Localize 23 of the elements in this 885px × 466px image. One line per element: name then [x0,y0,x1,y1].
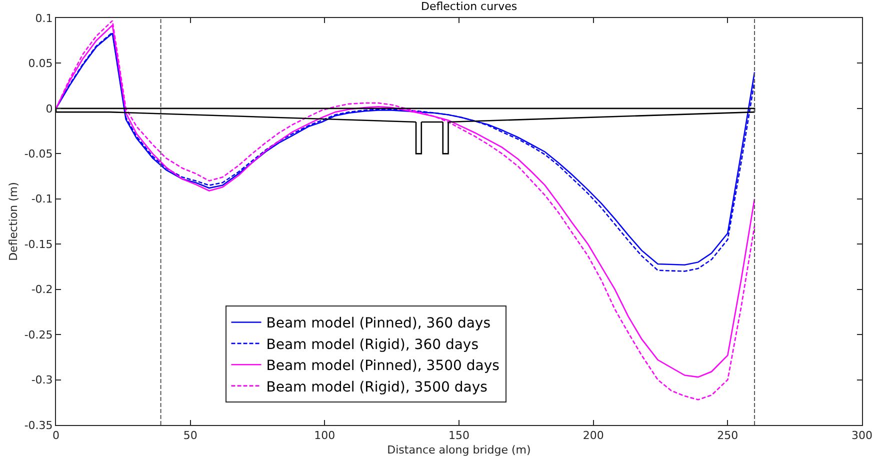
y-tick-label: -0.25 [24,328,53,342]
y-tick-label: -0.1 [31,192,53,206]
x-axis-title: Distance along bridge (m) [387,443,531,456]
y-tick-label: -0.3 [31,374,53,387]
y-tick-label: -0.15 [24,238,53,251]
x-tick-label: 200 [582,429,604,442]
y-tick-label: 0.05 [28,57,53,70]
y-tick-label: 0 [46,102,53,116]
x-tick-label: 100 [314,429,336,442]
y-tick-label: -0.35 [24,418,53,432]
y-tick-label: -0.05 [24,148,53,161]
x-tick-label: 300 [852,429,872,442]
legend-label: Beam model (Rigid), 3500 days [266,379,488,396]
legend-label: Beam model (Rigid), 360 days [266,336,479,353]
chart-title: Deflection curves [420,0,518,14]
y-tick-label: 0.1 [35,12,53,25]
x-tick-label: 250 [717,429,738,442]
y-axis-title: Deflection (m) [6,182,20,261]
legend-label: Beam model (Pinned), 3500 days [266,358,500,374]
y-tick-label: -0.2 [31,283,53,296]
x-tick-label: 50 [183,429,198,442]
x-tick-label: 150 [448,429,470,442]
legend-label: Beam model (Pinned), 360 days [266,316,491,332]
